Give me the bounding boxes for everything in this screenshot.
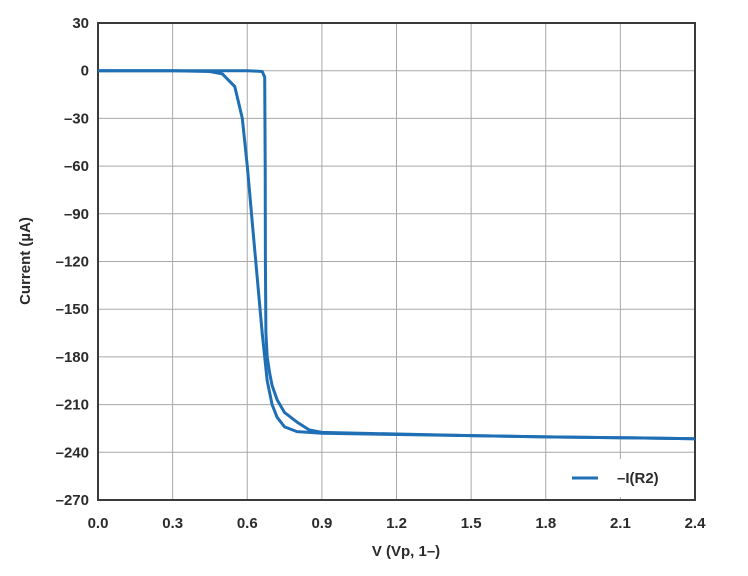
- y-tick-label: –30: [64, 110, 89, 127]
- y-tick-label: –270: [56, 492, 89, 509]
- legend-label: –I(R2): [617, 470, 659, 487]
- plot-frame: [97, 22, 696, 501]
- y-tick-label: –240: [56, 444, 89, 461]
- y-tick-label: –210: [56, 397, 89, 414]
- y-tick-label: –60: [64, 158, 89, 175]
- grid-lines: [97, 22, 696, 501]
- y-tick-label: –120: [56, 254, 89, 271]
- y-tick-label: 0: [81, 63, 89, 80]
- x-tick-label: 1.5: [461, 515, 482, 532]
- x-tick-label: 0.3: [162, 515, 183, 532]
- x-tick-label: 2.1: [610, 515, 631, 532]
- series-lines: [98, 69, 696, 441]
- legend: –I(R2): [562, 459, 692, 497]
- y-tick-label: –180: [56, 349, 89, 366]
- y-tick-label: 30: [72, 15, 89, 32]
- x-tick-label: 0.0: [88, 515, 109, 532]
- y-axis-label: Current (µA): [17, 217, 34, 305]
- y-tick-label: –150: [56, 301, 89, 318]
- x-tick-labels: 0.0 0.3 0.6 0.9 1.2 1.5 1.8 2.1 2.4: [88, 515, 707, 532]
- y-tick-label: –90: [64, 206, 89, 223]
- x-tick-label: 0.6: [237, 515, 258, 532]
- x-tick-label: 0.9: [311, 515, 332, 532]
- y-tick-labels: 30 0 –30 –60 –90 –120 –150 –180 –210 –240 –270: [56, 15, 89, 509]
- x-tick-label: 2.4: [685, 515, 707, 532]
- x-tick-label: 1.8: [535, 515, 556, 532]
- x-axis-label: V (Vp, 1–): [372, 543, 440, 560]
- x-tick-label: 1.2: [386, 515, 407, 532]
- series-line-segment-2: [98, 69, 696, 441]
